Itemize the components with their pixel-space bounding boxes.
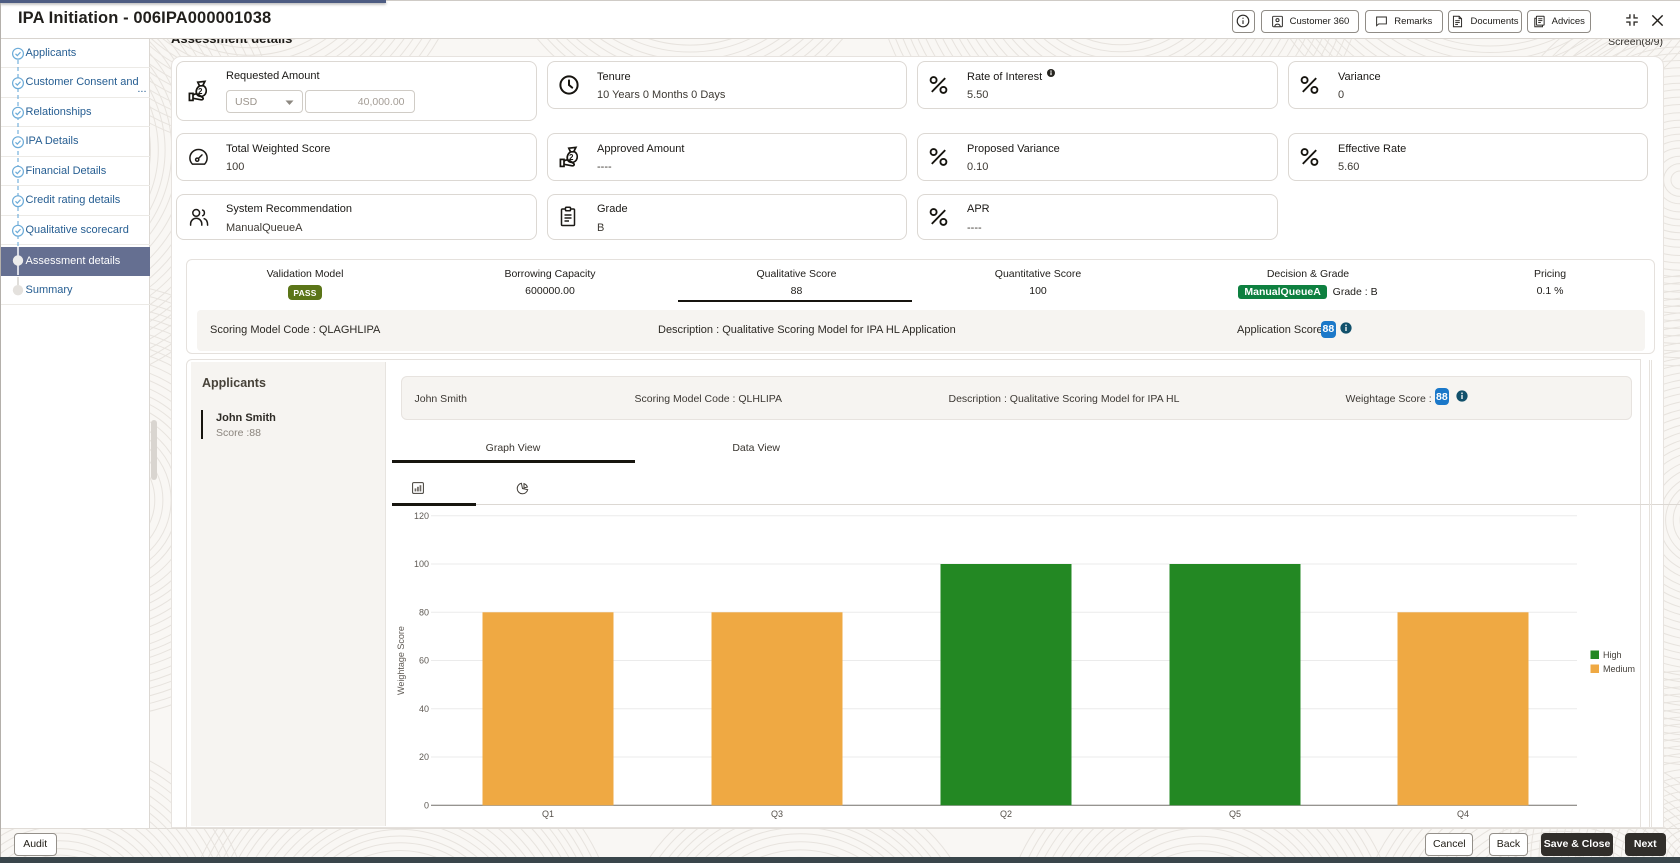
svg-text:2: 2 [198,87,203,96]
svg-text:100: 100 [414,559,429,569]
svg-text:Medium: Medium [1603,664,1635,674]
svg-text:20: 20 [419,752,429,762]
svg-text:2: 2 [569,153,574,162]
svg-text:120: 120 [414,511,429,521]
svg-text:0: 0 [424,801,429,811]
svg-text:40: 40 [419,704,429,714]
svg-text:Weightage Score: Weightage Score [396,626,406,695]
svg-text:Q2: Q2 [1000,809,1012,819]
svg-text:Q1: Q1 [542,809,554,819]
svg-text:Q5: Q5 [1229,809,1241,819]
svg-text:High: High [1603,650,1622,660]
svg-text:60: 60 [419,656,429,666]
svg-text:80: 80 [419,608,429,618]
svg-text:Q4: Q4 [1457,809,1469,819]
svg-text:Q3: Q3 [771,809,783,819]
